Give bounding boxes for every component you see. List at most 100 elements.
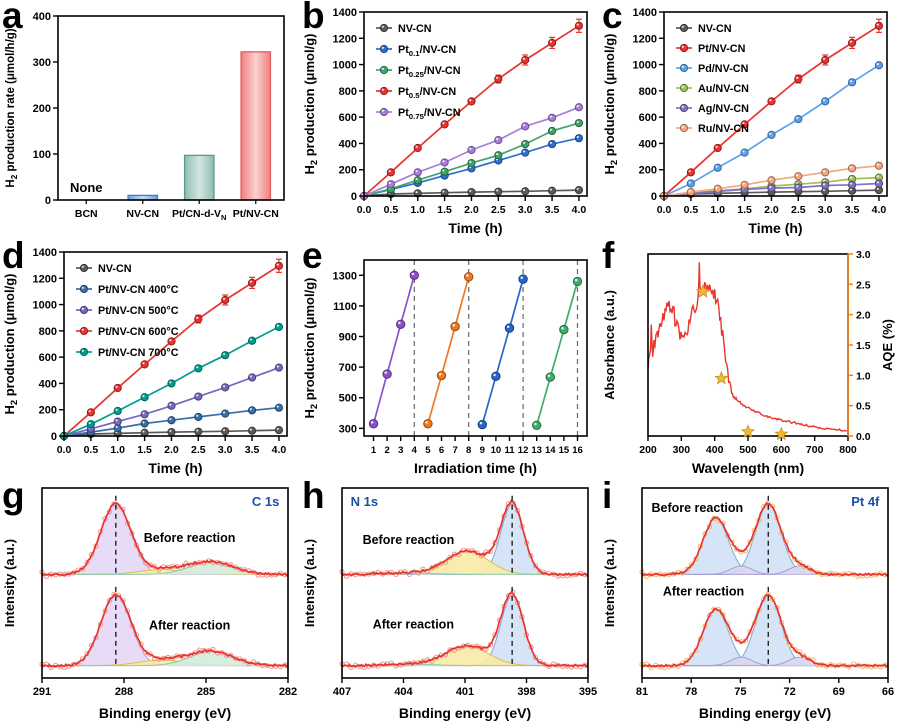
svg-text:1.5: 1.5 — [137, 444, 152, 456]
svg-text:1400: 1400 — [33, 247, 57, 259]
panel-b-letter: b — [302, 0, 325, 36]
svg-text:78: 78 — [685, 686, 697, 698]
svg-text:404: 404 — [394, 686, 413, 698]
svg-text:9: 9 — [480, 445, 485, 456]
panel-a-letter: a — [2, 0, 23, 36]
svg-text:Pt0.25/NV-CN: Pt0.25/NV-CN — [398, 65, 461, 79]
svg-text:1.0: 1.0 — [856, 370, 871, 382]
svg-text:3.0: 3.0 — [518, 204, 533, 216]
svg-text:400: 400 — [33, 11, 51, 23]
panel-g-letter: g — [2, 475, 25, 516]
svg-text:Pt/NV-CN 700°C: Pt/NV-CN 700°C — [98, 347, 179, 359]
svg-text:400: 400 — [639, 138, 657, 150]
svg-text:700: 700 — [339, 362, 357, 374]
svg-text:800: 800 — [839, 444, 857, 456]
svg-text:15: 15 — [559, 445, 570, 456]
svg-text:Binding energy (eV): Binding energy (eV) — [99, 705, 231, 721]
svg-text:1100: 1100 — [333, 301, 357, 313]
panel-h: h Before reaction After reaction 407 404 401… — [300, 475, 600, 726]
svg-text:398: 398 — [517, 686, 535, 698]
svg-text:291: 291 — [33, 686, 51, 698]
svg-text:0.0: 0.0 — [856, 431, 871, 443]
svg-text:3.5: 3.5 — [245, 444, 260, 456]
svg-text:Wavelength (nm): Wavelength (nm) — [692, 460, 804, 476]
svg-text:1400: 1400 — [633, 7, 657, 19]
svg-text:69: 69 — [833, 686, 845, 698]
svg-text:395: 395 — [579, 686, 597, 698]
svg-text:1.0: 1.0 — [110, 444, 125, 456]
panel-a-chart: BCN NV-CN Pt/CN-d-VN Pt/NV-CN 0 100 200 300 400 N… — [5, 11, 285, 222]
svg-text:Pt 4f: Pt 4f — [851, 494, 880, 509]
panel-e-letter: e — [302, 235, 323, 276]
svg-text:600: 600 — [639, 112, 657, 124]
svg-text:Pt/NV-CN 400°C: Pt/NV-CN 400°C — [98, 284, 179, 296]
svg-text:407: 407 — [333, 686, 351, 698]
svg-text:Binding energy (eV): Binding energy (eV) — [399, 705, 531, 721]
panel-h-letter: h — [302, 475, 325, 516]
panel-c-letter: c — [602, 0, 623, 36]
svg-text:800: 800 — [39, 326, 57, 338]
panel-f-letter: f — [602, 235, 615, 276]
svg-text:Pt/NV-CN: Pt/NV-CN — [698, 43, 746, 55]
svg-text:1.5: 1.5 — [437, 204, 452, 216]
panel-c: c 0.0 0.5 1.0 1.5 2.0 2.5 3.0 3.5 4.0 0 200 400 600 8… — [600, 0, 900, 240]
svg-text:Before reaction: Before reaction — [651, 501, 743, 515]
svg-text:0: 0 — [651, 191, 657, 203]
svg-text:75: 75 — [734, 686, 746, 698]
svg-text:600: 600 — [773, 444, 791, 456]
svg-text:0.0: 0.0 — [357, 204, 372, 216]
svg-text:N 1s: N 1s — [351, 494, 378, 509]
svg-text:Irradiation time (h): Irradiation time (h) — [414, 460, 537, 476]
svg-text:401: 401 — [456, 686, 474, 698]
svg-text:11: 11 — [504, 445, 515, 456]
svg-text:3.5: 3.5 — [845, 204, 860, 216]
svg-text:5: 5 — [425, 445, 431, 456]
svg-text:600: 600 — [39, 352, 57, 364]
svg-text:After reaction: After reaction — [663, 584, 744, 598]
svg-text:NV-CN: NV-CN — [698, 23, 732, 35]
panel-i-letter: i — [602, 475, 613, 516]
svg-text:1200: 1200 — [633, 33, 657, 45]
svg-text:1400: 1400 — [333, 7, 357, 19]
panel-d-letter: d — [2, 235, 25, 276]
svg-text:4.0: 4.0 — [272, 444, 287, 456]
panel-c-chart: 0.0 0.5 1.0 1.5 2.0 2.5 3.0 3.5 4.0 0 200 400 600 800… — [602, 7, 888, 236]
svg-text:0.0: 0.0 — [657, 204, 672, 216]
svg-text:NV-CN: NV-CN — [126, 208, 159, 220]
svg-text:Pt/CN-d-VN: Pt/CN-d-VN — [172, 208, 226, 222]
svg-text:6: 6 — [439, 445, 444, 456]
svg-text:3.0: 3.0 — [856, 249, 871, 261]
svg-text:0.0: 0.0 — [57, 444, 72, 456]
svg-text:200: 200 — [33, 103, 51, 115]
svg-text:Pt/NV-CN 600°C: Pt/NV-CN 600°C — [98, 326, 179, 338]
svg-text:200: 200 — [639, 165, 657, 177]
svg-text:2.0: 2.0 — [764, 204, 779, 216]
svg-text:800: 800 — [639, 86, 657, 98]
svg-text:Ag/NV-CN: Ag/NV-CN — [698, 103, 749, 115]
svg-text:0.5: 0.5 — [384, 204, 399, 216]
svg-text:Ru/NV-CN: Ru/NV-CN — [698, 123, 749, 135]
svg-text:282: 282 — [279, 686, 297, 698]
svg-text:1000: 1000 — [33, 300, 57, 312]
svg-text:Pd/NV-CN: Pd/NV-CN — [698, 63, 749, 75]
svg-text:0: 0 — [45, 195, 51, 207]
svg-text:Intensity (a.u.): Intensity (a.u.) — [302, 539, 317, 627]
svg-text:Time (h): Time (h) — [148, 460, 202, 476]
svg-text:2: 2 — [384, 445, 389, 456]
svg-text:81: 81 — [636, 686, 648, 698]
svg-text:0.5: 0.5 — [684, 204, 699, 216]
panel-b: b 0.0 0.5 1.0 1.5 2.0 2.5 3.0 3.5 4.0 0 200 400 600 8… — [300, 0, 600, 240]
svg-text:3.5: 3.5 — [545, 204, 560, 216]
svg-text:14: 14 — [545, 445, 556, 456]
svg-text:0: 0 — [351, 191, 357, 203]
svg-text:16: 16 — [572, 445, 583, 456]
svg-text:2.0: 2.0 — [464, 204, 479, 216]
svg-text:After reaction: After reaction — [149, 619, 230, 633]
svg-text:8: 8 — [466, 445, 471, 456]
panel-i-chart: Before reaction After reaction 81 78 75 72 69 6… — [602, 487, 894, 721]
svg-text:200: 200 — [39, 405, 57, 417]
svg-text:288: 288 — [115, 686, 133, 698]
svg-text:H2 production (μmol/g): H2 production (μmol/g) — [602, 34, 619, 175]
